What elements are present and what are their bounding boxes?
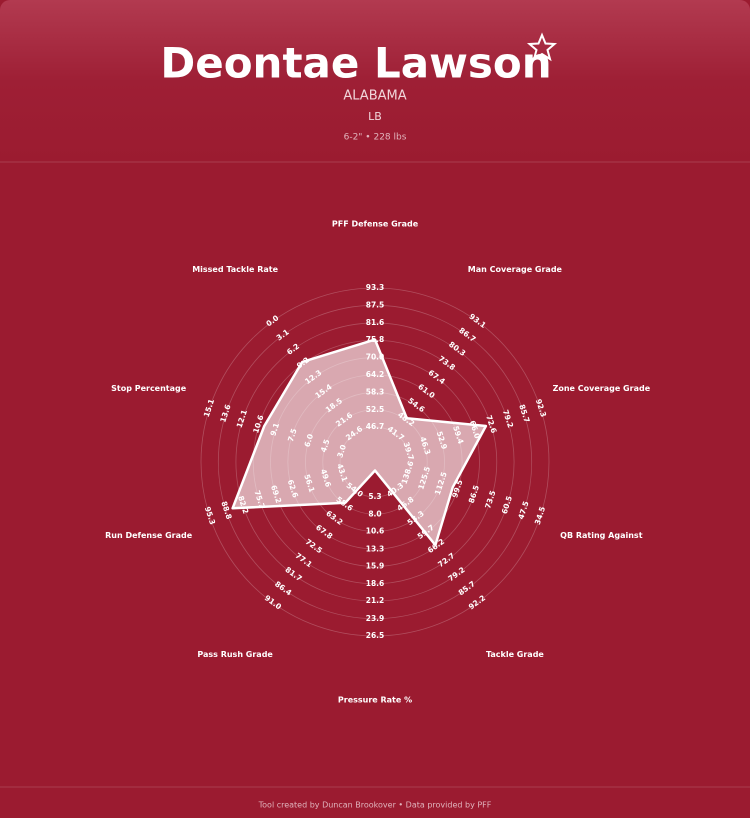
tick-label: 92.3 xyxy=(534,398,548,418)
tick-label: 85.7 xyxy=(457,579,477,597)
tick-label: 47.5 xyxy=(516,500,530,520)
tick-label: 87.5 xyxy=(366,300,385,309)
tick-label: 91.0 xyxy=(263,593,283,611)
tick-label: 3.1 xyxy=(275,327,291,342)
grid-ring xyxy=(217,304,533,620)
tick-label: 46.7 xyxy=(366,422,385,431)
tick-label: 63.2 xyxy=(324,509,344,527)
tick-label: 64.2 xyxy=(366,370,385,379)
tick-label: 77.1 xyxy=(294,551,314,569)
tick-label: 73.5 xyxy=(483,489,497,509)
tick-label: 9.1 xyxy=(268,422,281,437)
axis-label: QB Rating Against xyxy=(560,531,643,540)
tick-label: 88.8 xyxy=(219,500,233,520)
tick-label: 3.0 xyxy=(335,443,348,458)
tick-label: 86.5 xyxy=(467,484,481,504)
radar-area xyxy=(231,338,488,547)
axis-label: Zone Coverage Grade xyxy=(553,384,651,393)
axis-label: Tackle Grade xyxy=(486,650,544,659)
position: LB xyxy=(368,110,382,123)
tick-label: 81.6 xyxy=(366,318,385,327)
axis-label: Run Defense Grade xyxy=(105,531,193,540)
tick-label: 92.2 xyxy=(467,593,487,611)
tick-label: 95.3 xyxy=(203,505,217,525)
tick-label: 86.4 xyxy=(273,579,293,597)
tick-label: 93.3 xyxy=(366,283,385,292)
tick-label: 81.7 xyxy=(283,565,303,583)
axis-label: Pass Rush Grade xyxy=(197,650,273,659)
tick-label: 72.6 xyxy=(484,414,498,434)
tick-label: 13.3 xyxy=(366,544,385,553)
tick-label: 79.2 xyxy=(446,565,466,583)
tick-label: 7.5 xyxy=(286,427,299,442)
tick-label: 15.1 xyxy=(202,398,216,418)
tick-label: 13.6 xyxy=(218,403,232,423)
tick-label: 72.5 xyxy=(304,537,324,555)
axis-label: Stop Percentage xyxy=(111,384,187,393)
tick-label: 6.0 xyxy=(302,433,315,448)
tick-label: 60.5 xyxy=(500,495,514,515)
header-bg xyxy=(0,0,750,162)
tick-label: 70.0 xyxy=(366,353,385,362)
grid-ring xyxy=(200,287,550,637)
school: ALABAMA xyxy=(343,89,406,104)
tick-label: 85.7 xyxy=(517,403,531,423)
favorite-star[interactable] xyxy=(526,32,558,62)
axis-label: PFF Defense Grade xyxy=(332,220,419,229)
tick-label: 79.2 xyxy=(501,409,515,429)
tick-label: 75.8 xyxy=(366,335,385,344)
tick-label: 15.9 xyxy=(366,561,385,570)
axis-label: Man Coverage Grade xyxy=(468,265,563,274)
tick-label: 58.3 xyxy=(366,387,385,396)
tick-label: 21.2 xyxy=(366,596,385,605)
tick-label: 72.7 xyxy=(436,551,456,569)
tick-label: 12.1 xyxy=(235,409,249,429)
tick-label: 52.5 xyxy=(366,405,385,414)
tick-label: 5.3 xyxy=(368,492,381,501)
tick-label: 67.8 xyxy=(314,523,334,541)
axis-label: Pressure Rate % xyxy=(338,696,412,705)
tick-label: 10.6 xyxy=(366,527,385,536)
tick-label: 34.5 xyxy=(533,505,547,525)
radar: 46.7 52.5 58.3 64.2 70.0 75.8 81.6 87.5 93.3 PFF … xyxy=(105,220,651,705)
tick-label: 18.6 xyxy=(366,579,385,588)
player-name: Deontae Lawson xyxy=(160,39,551,88)
tick-label: 4.5 xyxy=(319,438,332,453)
tick-label: 8.0 xyxy=(368,510,381,519)
physical: 6-2" • 228 lbs xyxy=(344,133,407,143)
tick-label: 26.5 xyxy=(366,631,385,640)
tick-label: 54.6 xyxy=(406,396,426,414)
axis-label: Missed Tackle Rate xyxy=(192,265,278,274)
grid-ring xyxy=(235,322,515,602)
tick-label: 66.2 xyxy=(426,537,446,555)
footer: Tool created by Duncan Brookover • Data … xyxy=(258,801,492,810)
tick-label: 23.9 xyxy=(366,614,385,623)
